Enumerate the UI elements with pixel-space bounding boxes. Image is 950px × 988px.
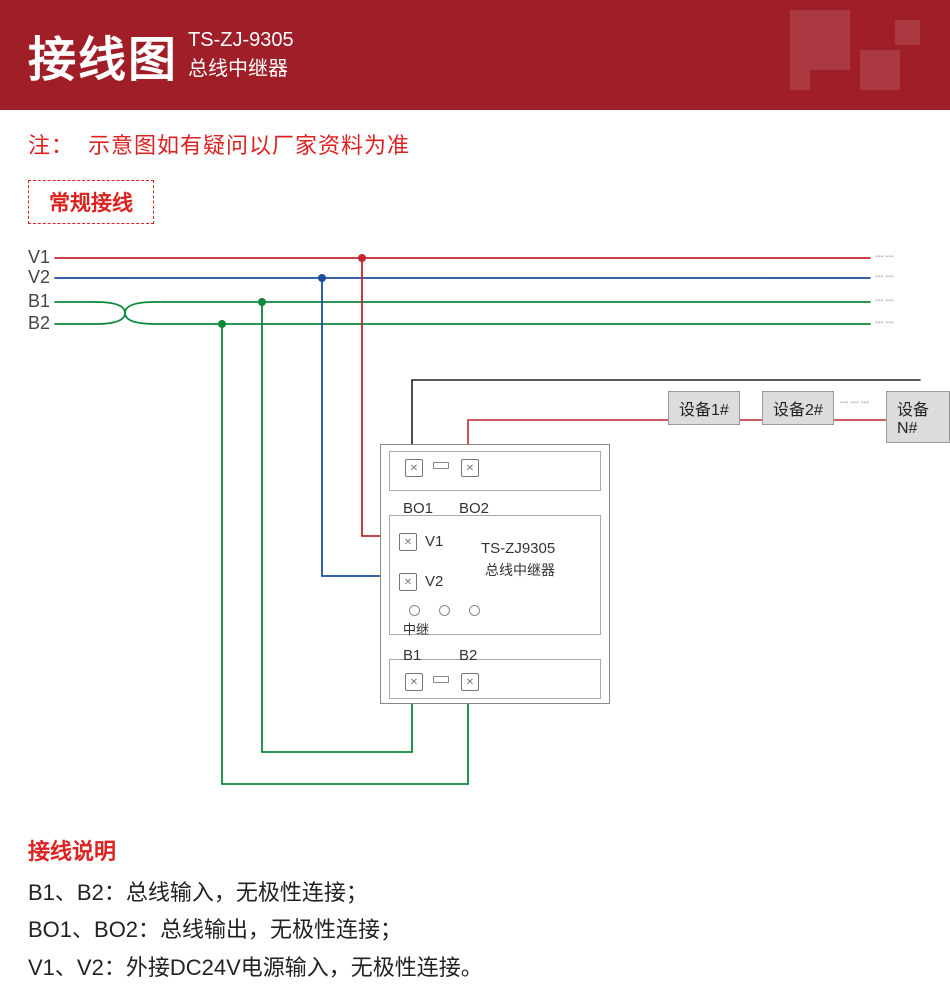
legend: 接线说明 B1、B2：总线输入，无极性连接； BO1、BO2：总线输出，无极性连…: [0, 804, 950, 986]
terminal-v1-icon: [399, 533, 417, 551]
terminal-b1-icon: [405, 673, 423, 691]
bus-continuation-dots: ┄┄: [875, 248, 896, 265]
note-label: 注：: [28, 133, 74, 158]
wiring-diagram: V1V2B1B2 ┄┄ ┄┄ ┄┄ ┄┄ 设备1#设备2#设备N# ┄┄┄ BO…: [0, 244, 950, 804]
note-body: 示意图如有疑问以厂家资料为准: [88, 133, 410, 158]
module-model: TS-ZJ9305: [481, 540, 555, 557]
label-b2: B2: [459, 647, 477, 664]
indicator-dot-icon: [469, 605, 480, 616]
led-icon: [433, 676, 449, 683]
led-icon: [433, 462, 449, 469]
bus-label-b2: B2: [28, 313, 50, 334]
bus-continuation-dots: ┄┄: [875, 292, 896, 309]
relay-label: 中继: [403, 619, 429, 638]
terminal-v2-icon: [399, 573, 417, 591]
legend-title: 接线说明: [28, 834, 950, 866]
legend-line: V1、V2：外接DC24V电源输入，无极性连接。: [28, 949, 950, 986]
label-v1: V1: [425, 533, 443, 550]
wiring-tab: 常规接线: [28, 180, 154, 224]
bus-continuation-dots: ┄┄: [875, 314, 896, 331]
header-banner: 接线图 TS-ZJ-9305 总线中继器: [0, 0, 950, 110]
device-box: 设备2#: [762, 391, 834, 425]
terminal-bo2-icon: [461, 459, 479, 477]
bus-continuation-dots: ┄┄: [875, 268, 896, 285]
repeater-module: BO1 BO2 V1 V2 TS-ZJ9305 总线中继器 中继 B1 B2: [380, 444, 610, 704]
device-continuation-dots: ┄┄┄: [840, 394, 871, 411]
header-subtitle: TS-ZJ-9305 总线中继器: [188, 29, 294, 81]
header-model: TS-ZJ-9305: [188, 29, 294, 52]
label-b1: B1: [403, 647, 421, 664]
bus-label-v1: V1: [28, 247, 50, 268]
legend-line: B1、B2：总线输入，无极性连接；: [28, 874, 950, 911]
indicator-dot-icon: [439, 605, 450, 616]
page-title: 接线图: [28, 20, 178, 90]
indicator-dot-icon: [409, 605, 420, 616]
module-desc: 总线中继器: [485, 560, 555, 580]
device-box: 设备N#: [886, 391, 950, 443]
terminal-b2-icon: [461, 673, 479, 691]
terminal-bo1-icon: [405, 459, 423, 477]
device-box: 设备1#: [668, 391, 740, 425]
legend-line: BO1、BO2：总线输出，无极性连接；: [28, 911, 950, 948]
label-v2: V2: [425, 573, 443, 590]
bus-label-v2: V2: [28, 267, 50, 288]
header-decor: [750, 0, 950, 110]
bus-label-b1: B1: [28, 291, 50, 312]
header-desc: 总线中继器: [188, 52, 294, 81]
note-text: 注： 示意图如有疑问以厂家资料为准: [0, 110, 950, 160]
